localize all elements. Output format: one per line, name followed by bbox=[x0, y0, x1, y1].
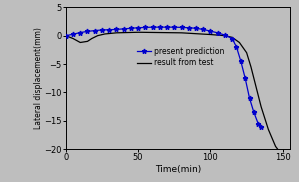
present prediction bbox=[173, 26, 176, 28]
present prediction bbox=[158, 26, 162, 28]
result from test bbox=[281, 154, 285, 156]
present prediction bbox=[122, 28, 126, 30]
result from test bbox=[136, 31, 140, 33]
present prediction bbox=[78, 31, 82, 34]
result from test bbox=[254, 83, 257, 85]
result from test bbox=[285, 157, 289, 159]
present prediction bbox=[180, 26, 183, 29]
result from test bbox=[223, 35, 227, 37]
present prediction bbox=[144, 26, 147, 29]
present prediction bbox=[248, 97, 251, 99]
present prediction bbox=[71, 33, 75, 35]
Legend: present prediction, result from test: present prediction, result from test bbox=[137, 47, 224, 67]
present prediction bbox=[235, 46, 238, 48]
present prediction bbox=[151, 26, 154, 28]
result from test bbox=[96, 35, 99, 37]
result from test bbox=[86, 40, 89, 42]
present prediction bbox=[107, 29, 111, 31]
present prediction bbox=[202, 28, 205, 31]
result from test bbox=[115, 32, 118, 34]
present prediction bbox=[223, 34, 227, 36]
result from test bbox=[266, 128, 270, 130]
present prediction bbox=[100, 29, 104, 31]
result from test bbox=[278, 151, 282, 153]
present prediction bbox=[64, 35, 68, 37]
present prediction bbox=[194, 27, 198, 29]
result from test bbox=[249, 66, 253, 68]
present prediction bbox=[259, 125, 263, 128]
present prediction bbox=[165, 26, 169, 28]
present prediction bbox=[129, 27, 133, 29]
Line: present prediction: present prediction bbox=[63, 25, 263, 129]
result from test bbox=[209, 33, 212, 36]
result from test bbox=[180, 32, 183, 34]
Line: result from test: result from test bbox=[66, 32, 287, 158]
present prediction bbox=[230, 37, 234, 40]
result from test bbox=[238, 41, 241, 43]
present prediction bbox=[243, 77, 247, 79]
present prediction bbox=[115, 28, 118, 31]
result from test bbox=[78, 41, 82, 43]
result from test bbox=[103, 33, 107, 35]
result from test bbox=[245, 52, 248, 54]
result from test bbox=[230, 36, 234, 38]
result from test bbox=[64, 35, 68, 37]
present prediction bbox=[187, 27, 190, 29]
result from test bbox=[90, 37, 94, 40]
present prediction bbox=[216, 32, 219, 34]
present prediction bbox=[93, 29, 97, 32]
result from test bbox=[274, 145, 277, 147]
present prediction bbox=[239, 60, 242, 62]
present prediction bbox=[86, 30, 89, 33]
present prediction bbox=[209, 30, 212, 32]
present prediction bbox=[252, 111, 256, 113]
result from test bbox=[259, 106, 263, 108]
X-axis label: Time(min): Time(min) bbox=[155, 165, 201, 174]
present prediction bbox=[136, 27, 140, 29]
result from test bbox=[71, 37, 75, 40]
present prediction bbox=[257, 123, 260, 125]
Y-axis label: Lateral displacement(mm): Lateral displacement(mm) bbox=[34, 27, 43, 129]
